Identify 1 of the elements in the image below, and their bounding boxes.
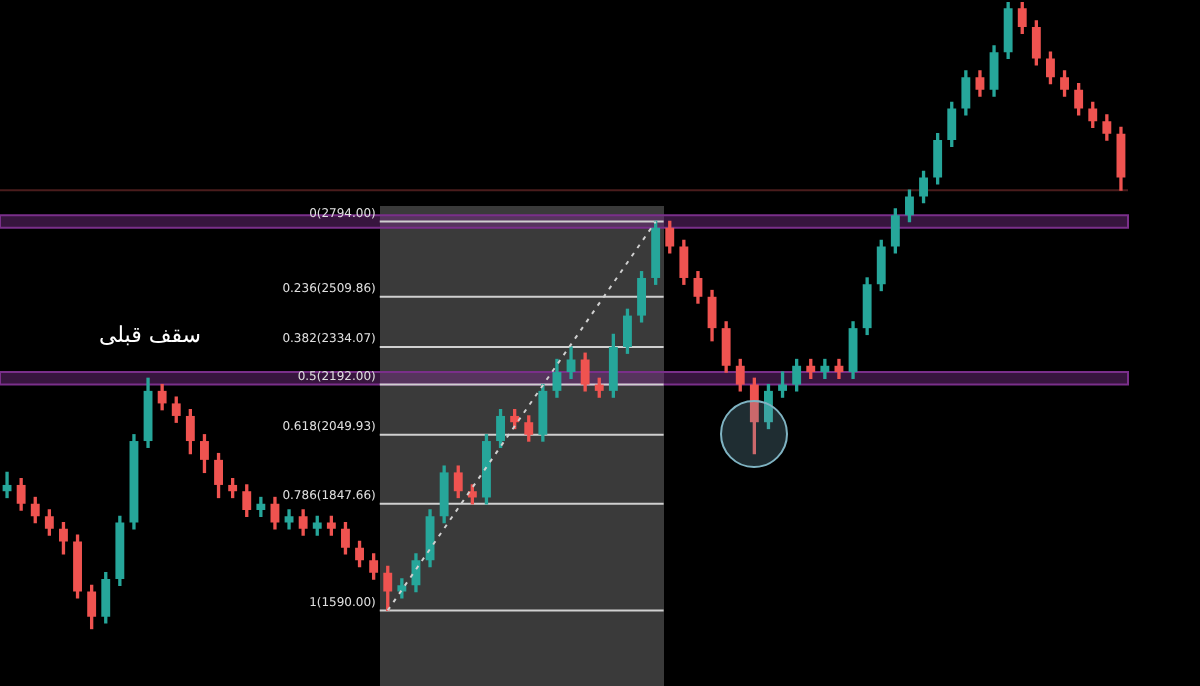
- annotation: سقف قبلی: [98, 321, 202, 348]
